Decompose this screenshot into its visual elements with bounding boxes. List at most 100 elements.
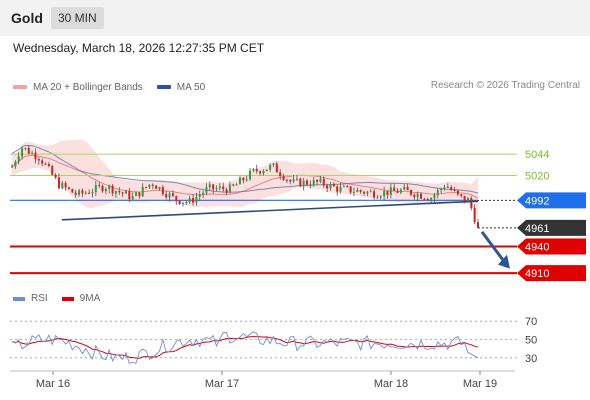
candle-body xyxy=(218,186,221,189)
legend-item-ma50: MA 50 xyxy=(156,81,206,93)
candle-body xyxy=(175,195,178,201)
candle xyxy=(369,189,372,193)
candle xyxy=(460,193,463,198)
legend-label-ma50: MA 50 xyxy=(176,81,206,93)
candle xyxy=(158,186,161,191)
candle-body xyxy=(47,164,50,167)
candle-body xyxy=(185,202,188,204)
candle-body xyxy=(78,190,81,195)
candle-body xyxy=(238,177,241,185)
candle-body xyxy=(436,190,439,196)
candle-body xyxy=(101,185,104,192)
candle xyxy=(289,178,292,185)
candle-body xyxy=(198,194,201,197)
candle xyxy=(285,178,288,184)
candle xyxy=(205,183,208,196)
candle-body xyxy=(289,179,292,182)
candle xyxy=(148,184,151,189)
candle xyxy=(151,183,154,190)
candle xyxy=(282,173,285,182)
candle xyxy=(21,147,24,160)
candle-body xyxy=(376,197,379,199)
candle-body xyxy=(477,222,479,228)
candle xyxy=(228,181,231,194)
candle-body xyxy=(91,192,94,194)
candle-body xyxy=(295,178,298,180)
candle xyxy=(272,163,275,167)
candle-body xyxy=(255,168,258,172)
candle-body xyxy=(138,192,141,197)
candle xyxy=(108,184,111,194)
candle-body xyxy=(145,186,148,188)
candle xyxy=(319,176,322,184)
candle-body xyxy=(81,190,84,194)
candle-body xyxy=(352,192,355,194)
candle-body xyxy=(37,159,40,161)
candle-body xyxy=(346,186,349,188)
candle xyxy=(302,177,305,191)
candle xyxy=(316,179,319,185)
candle xyxy=(413,193,416,200)
timeframe-badge[interactable]: 30 MIN xyxy=(51,7,104,29)
candle xyxy=(81,188,84,198)
legend-label-bollinger: MA 20 + Bollinger Bands xyxy=(33,81,143,93)
candle xyxy=(373,189,376,200)
candle xyxy=(67,186,70,190)
candle xyxy=(27,145,30,155)
candle-body xyxy=(131,196,134,200)
candle-body xyxy=(373,191,376,198)
candle-body xyxy=(456,190,459,195)
candle-body xyxy=(225,189,228,193)
candle xyxy=(393,183,396,191)
candle xyxy=(242,177,245,184)
candle xyxy=(91,188,94,198)
candle xyxy=(252,168,255,173)
time-tick-label: Mar 17 xyxy=(205,378,239,390)
legend-swatch-bollinger xyxy=(13,85,27,89)
resistance-label-5044: 5044 xyxy=(525,149,549,161)
candle xyxy=(222,182,225,193)
candle-body xyxy=(339,186,342,192)
candle-body xyxy=(181,202,184,204)
candle-body xyxy=(108,185,111,189)
candle xyxy=(57,173,60,190)
candle xyxy=(406,183,409,191)
candle-body xyxy=(11,166,13,168)
candle-body xyxy=(208,184,211,188)
candle xyxy=(14,159,17,169)
candle-body xyxy=(453,189,456,191)
candle-body xyxy=(252,168,255,171)
candle-body xyxy=(363,191,366,194)
candle xyxy=(312,176,315,187)
rsi-tick-label-50: 50 xyxy=(525,335,537,347)
candle-body xyxy=(316,179,319,182)
rsi-panel: 70 50 30 xyxy=(10,316,537,365)
candle-body xyxy=(443,187,446,189)
chart-header: Gold 30 MIN xyxy=(0,0,590,36)
candle-body xyxy=(158,187,161,189)
candle-body xyxy=(111,185,114,194)
candle-body xyxy=(61,183,64,189)
candle xyxy=(198,190,201,201)
candle-body xyxy=(27,147,30,154)
candle xyxy=(165,190,168,200)
bollinger-band-area xyxy=(12,139,478,219)
candle xyxy=(309,180,312,189)
candle xyxy=(399,187,402,195)
candle xyxy=(332,182,335,187)
chart-datetime: Wednesday, March 18, 2026 12:27:35 PM CE… xyxy=(13,41,265,55)
candle xyxy=(94,180,97,197)
candle-body xyxy=(74,192,77,195)
candle-body xyxy=(272,163,275,166)
candle xyxy=(396,188,399,194)
instrument-title: Gold xyxy=(11,10,43,26)
candle-body xyxy=(232,184,235,186)
candle-body xyxy=(332,184,335,187)
candle xyxy=(192,194,195,206)
candle-body xyxy=(242,177,245,181)
candle xyxy=(329,181,332,191)
candle-body xyxy=(420,193,423,199)
candle-body xyxy=(299,178,302,187)
candle xyxy=(306,179,309,186)
candle-body xyxy=(426,199,429,201)
